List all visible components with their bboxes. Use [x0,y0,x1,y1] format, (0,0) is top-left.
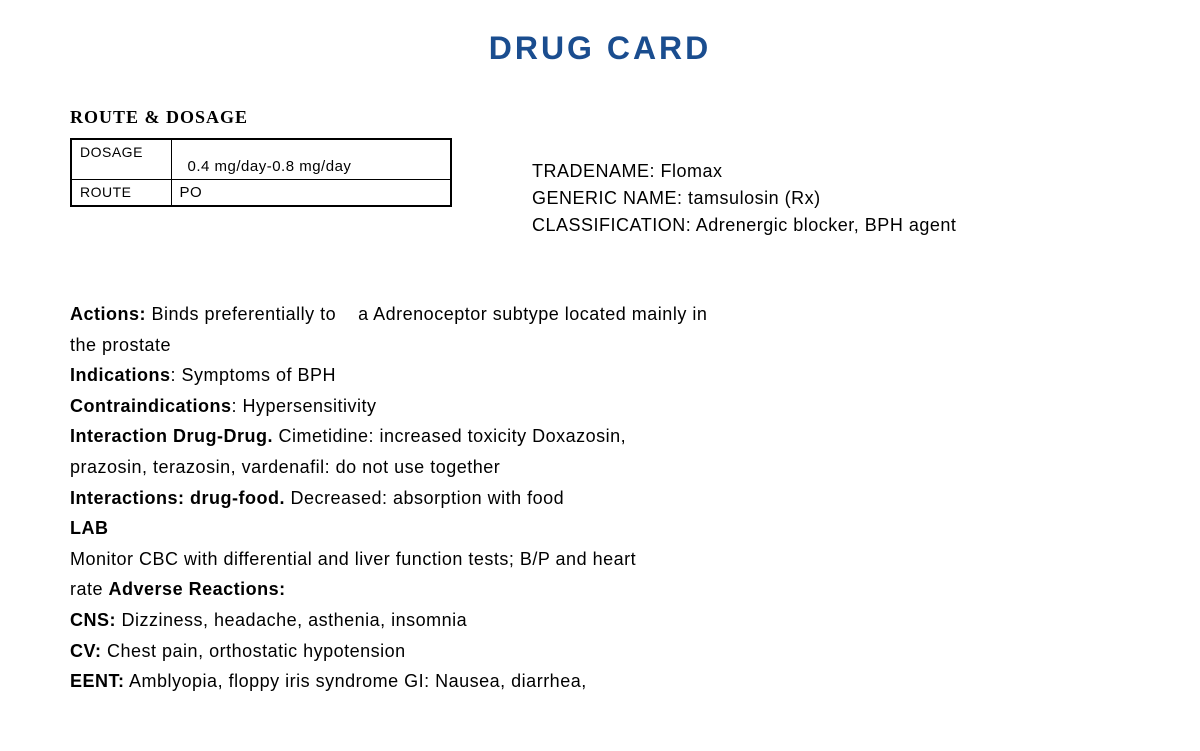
indications-line: Indications: Symptoms of BPH [70,360,1130,391]
route-dosage-section: ROUTE & DOSAGE DOSAGE 0.4 mg/day-0.8 mg/… [70,107,1130,239]
lab-line2: rate Adverse Reactions: [70,574,1130,605]
cns-line: CNS: Dizziness, headache, asthenia, inso… [70,605,1130,636]
dosage-label-cell: DOSAGE [71,139,171,180]
interaction-dd-line: Interaction Drug-Drug. Cimetidine: incre… [70,421,1130,452]
lab-label: LAB [70,518,109,538]
cns-text: Dizziness, headache, asthenia, insomnia [116,610,467,630]
actions-text2: a Adrenoceptor subtype located mainly in [353,304,708,324]
generic-line: GENERIC NAME: tamsulosin (Rx) [532,185,956,212]
actions-line2: the prostate [70,330,1130,361]
eent-text: Amblyopia, floppy iris syndrome GI: Naus… [125,671,587,691]
eent-label: EENT: [70,671,125,691]
tradename-line: TRADENAME: Flomax [532,158,956,185]
body-content: Actions: Binds preferentially to a Adren… [70,299,1130,697]
route-value-cell: PO [171,180,451,207]
indications-label: Indications [70,365,171,385]
lab-label-line: LAB [70,513,1130,544]
interaction-df-text: Decreased: absorption with food [285,488,564,508]
actions-text1: Binds preferentially to [152,304,342,324]
interaction-dd-label: Interaction Drug-Drug. [70,426,273,446]
interaction-dd-line2: prazosin, terazosin, vardenafil: do not … [70,452,1130,483]
lab-text2: rate [70,579,109,599]
classification-line: CLASSIFICATION: Adrenergic blocker, BPH … [532,212,956,239]
table-row: ROUTE PO [71,180,451,207]
generic-value: tamsulosin (Rx) [688,188,821,208]
actions-label: Actions: [70,304,146,324]
top-row: DOSAGE 0.4 mg/day-0.8 mg/day ROUTE PO TR… [70,138,1130,239]
indications-text: : Symptoms of BPH [171,365,337,385]
actions-line: Actions: Binds preferentially to a Adren… [70,299,1130,330]
interaction-df-label: Interactions: drug-food. [70,488,285,508]
adverse-label: Adverse Reactions: [109,579,286,599]
contraindications-label: Contraindications [70,396,232,416]
route-label-cell: ROUTE [71,180,171,207]
drug-info-block: TRADENAME: Flomax GENERIC NAME: tamsulos… [532,138,956,239]
dosage-value: 0.4 mg/day-0.8 mg/day [180,144,443,175]
contraindications-text: : Hypersensitivity [232,396,377,416]
interaction-df-line: Interactions: drug-food. Decreased: abso… [70,483,1130,514]
generic-label: GENERIC NAME: [532,188,683,208]
classification-label: CLASSIFICATION: [532,215,691,235]
page-title: DRUG CARD [70,30,1130,67]
classification-value: Adrenergic blocker, BPH agent [696,215,957,235]
cv-label: CV: [70,641,102,661]
table-row: DOSAGE 0.4 mg/day-0.8 mg/day [71,139,451,180]
eent-line: EENT: Amblyopia, floppy iris syndrome GI… [70,666,1130,697]
dosage-value-cell: 0.4 mg/day-0.8 mg/day [171,139,451,180]
contraindications-line: Contraindications: Hypersensitivity [70,391,1130,422]
cv-text: Chest pain, orthostatic hypotension [102,641,406,661]
cns-label: CNS: [70,610,116,630]
section-header: ROUTE & DOSAGE [70,107,1130,128]
interaction-dd-text1: Cimetidine: increased toxicity Doxazosin… [273,426,626,446]
lab-line1: Monitor CBC with differential and liver … [70,544,1130,575]
tradename-value: Flomax [661,161,723,181]
dosage-table: DOSAGE 0.4 mg/day-0.8 mg/day ROUTE PO [70,138,452,207]
cv-line: CV: Chest pain, orthostatic hypotension [70,636,1130,667]
tradename-label: TRADENAME: [532,161,655,181]
